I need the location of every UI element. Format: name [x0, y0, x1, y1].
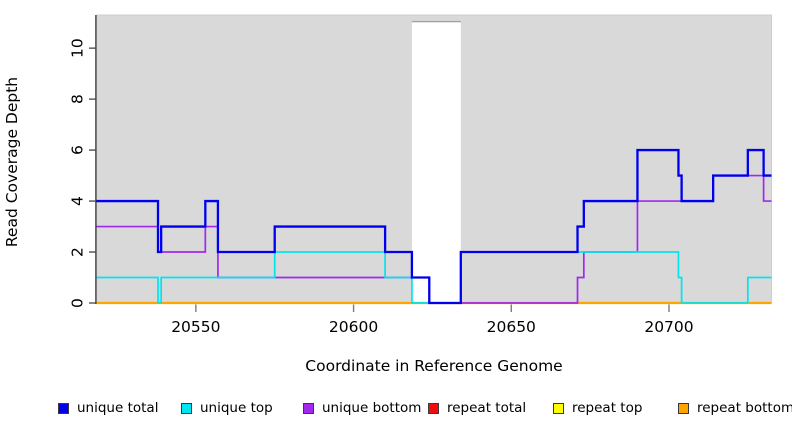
legend-label: unique top	[200, 400, 273, 416]
legend-item-unique-bottom: unique bottom	[303, 398, 421, 418]
legend-label: unique bottom	[322, 400, 422, 416]
y-tick-label: 10	[69, 38, 87, 58]
legend-label: repeat bottom	[697, 400, 792, 416]
legend-swatch	[181, 402, 192, 414]
x-tick-label: 20650	[487, 318, 536, 336]
legend-item-repeat-top: repeat top	[553, 398, 642, 418]
x-axis-title: Coordinate in Reference Genome	[305, 357, 562, 375]
legend-swatch	[428, 402, 439, 414]
legend-swatch	[303, 402, 314, 414]
legend-item-repeat-total: repeat total	[428, 398, 526, 418]
legend: unique total unique top unique bottom repea…	[0, 398, 792, 424]
series-path-unique-total	[96, 148, 772, 305]
legend-swatch	[553, 402, 564, 414]
y-axis-title: Read Coverage Depth	[3, 77, 21, 247]
plot-area: 0 2 4 6 8 10 20550 20600 20650 20700	[69, 14, 772, 336]
legend-label: unique total	[77, 400, 159, 416]
legend-item-repeat-bottom: repeat bottom	[678, 398, 792, 418]
x-tick-label: 20600	[329, 318, 378, 336]
legend-item-unique-top: unique top	[181, 398, 273, 418]
x-tick-label: 20700	[644, 318, 693, 336]
y-tick-label: 2	[69, 247, 87, 257]
y-tick-label: 4	[69, 196, 87, 206]
gap-region	[411, 22, 461, 304]
legend-label: repeat top	[572, 400, 643, 416]
x-tick-label: 20550	[171, 318, 220, 336]
y-tick-label: 8	[69, 94, 87, 104]
y-tick-label: 0	[69, 298, 87, 308]
legend-item-unique-total: unique total	[58, 398, 158, 418]
y-tick-label: 6	[69, 145, 87, 155]
legend-swatch	[58, 402, 69, 414]
legend-label: repeat total	[447, 400, 527, 416]
series-path-unique-top	[96, 251, 772, 304]
legend-swatch	[678, 402, 689, 414]
